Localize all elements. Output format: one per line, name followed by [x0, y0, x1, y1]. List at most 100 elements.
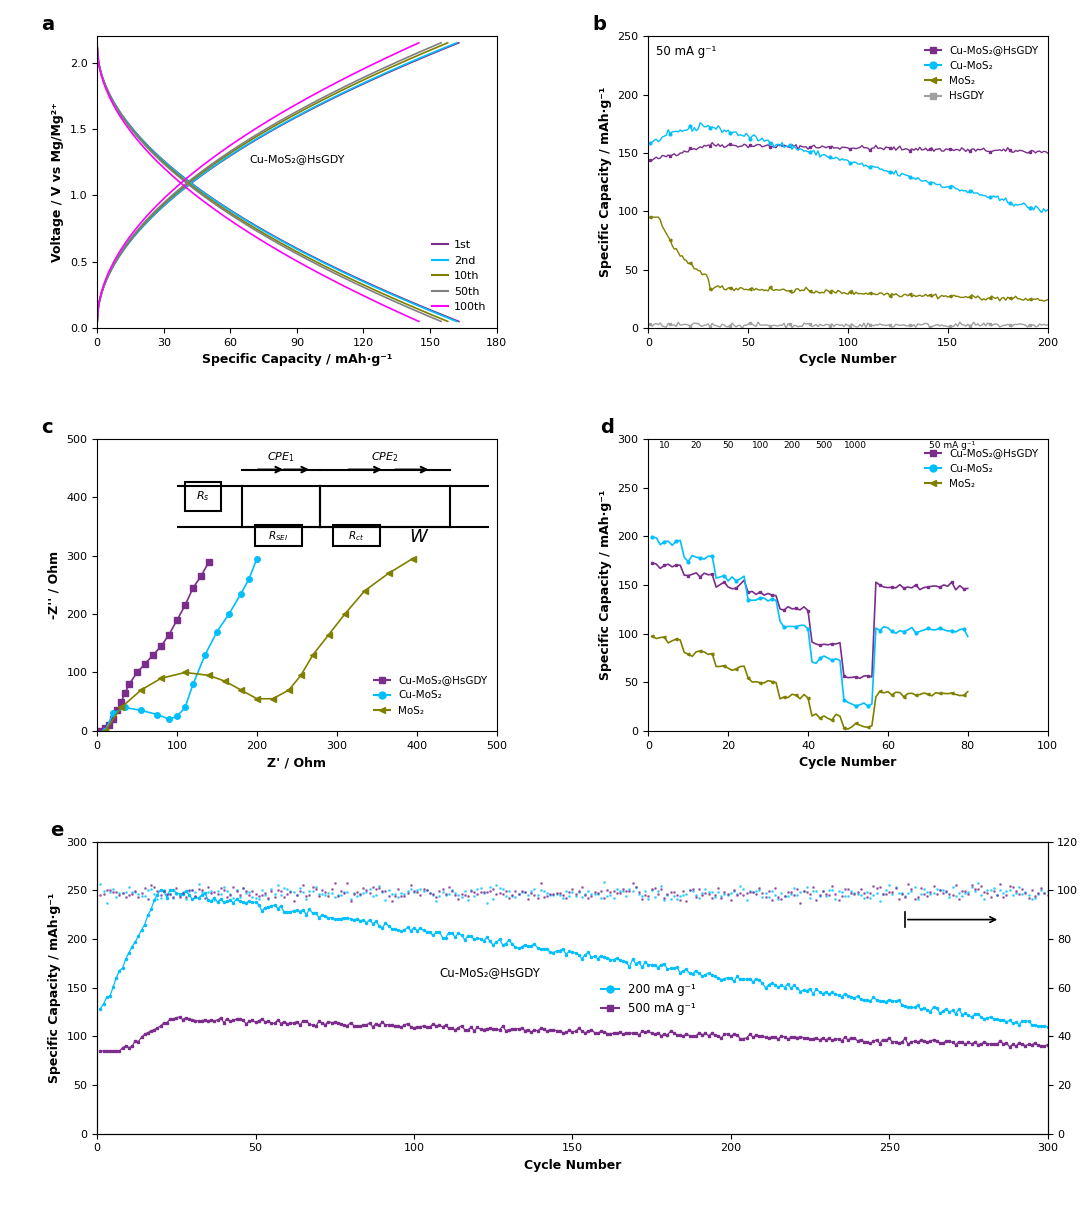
Point: [1001, 876, 1018, 895]
Point: [437, 885, 455, 904]
Point: [734, 885, 752, 904]
Point: [120, 877, 137, 896]
Point: [167, 885, 185, 904]
Point: [573, 878, 591, 897]
Point: [972, 877, 989, 896]
Point: [751, 880, 768, 900]
Point: [402, 876, 419, 895]
Point: [656, 890, 673, 909]
Point: [551, 883, 568, 902]
Point: [921, 883, 939, 902]
Point: [254, 885, 271, 904]
Point: [589, 884, 606, 903]
Point: [361, 879, 378, 898]
Point: [890, 889, 907, 908]
Point: [773, 883, 791, 902]
Text: 1000: 1000: [845, 441, 867, 450]
Point: [446, 885, 463, 904]
Point: [336, 883, 353, 902]
Point: [734, 879, 752, 898]
Point: [320, 886, 337, 906]
Point: [415, 879, 432, 898]
Point: [969, 873, 986, 892]
Point: [342, 891, 360, 911]
Point: [631, 883, 648, 902]
Point: [618, 882, 635, 901]
Point: [102, 883, 119, 902]
Point: [292, 878, 309, 897]
Point: [212, 878, 229, 897]
Point: [526, 886, 543, 906]
X-axis label: Specific Capacity / mAh·g⁻¹: Specific Capacity / mAh·g⁻¹: [202, 353, 392, 367]
Point: [1029, 883, 1047, 902]
Point: [700, 884, 717, 903]
Point: [621, 882, 638, 901]
Point: [339, 873, 356, 892]
Point: [161, 884, 178, 903]
Point: [256, 885, 273, 904]
Point: [859, 888, 876, 907]
Point: [161, 885, 178, 904]
Y-axis label: Specific Capacity / mAh·g⁻¹: Specific Capacity / mAh·g⁻¹: [599, 490, 612, 680]
Point: [1039, 882, 1056, 901]
Point: [726, 880, 743, 900]
Point: [167, 878, 185, 897]
Point: [231, 885, 248, 904]
Point: [934, 880, 951, 900]
Point: [808, 882, 825, 901]
Point: [465, 883, 483, 902]
Point: [646, 886, 663, 906]
Point: [839, 880, 856, 900]
Point: [494, 879, 511, 898]
Point: [665, 883, 683, 902]
Point: [519, 890, 537, 909]
Point: [288, 885, 306, 904]
Point: [113, 883, 131, 902]
Point: [193, 880, 211, 900]
Point: [357, 883, 375, 902]
Point: [399, 883, 416, 902]
Point: [729, 884, 746, 903]
Point: [649, 880, 666, 900]
Point: [615, 882, 632, 901]
Point: [639, 886, 657, 906]
Point: [975, 883, 993, 902]
Point: [310, 884, 327, 903]
Point: [336, 884, 353, 903]
Point: [453, 884, 470, 903]
Point: [779, 883, 796, 902]
Point: [826, 885, 843, 904]
Point: [954, 882, 971, 901]
Point: [113, 884, 131, 903]
Point: [339, 882, 356, 901]
Point: [821, 880, 838, 900]
Point: [212, 885, 229, 904]
Point: [988, 885, 1005, 904]
Point: [865, 877, 882, 896]
Point: [393, 884, 410, 903]
Point: [295, 883, 312, 902]
Point: [1026, 889, 1043, 908]
Point: [256, 883, 273, 902]
Point: [909, 888, 927, 907]
Point: [234, 878, 252, 897]
Point: [108, 882, 125, 901]
Point: [636, 882, 653, 901]
Point: [221, 884, 239, 903]
Point: [872, 891, 889, 911]
Point: [262, 882, 280, 901]
Point: [814, 882, 832, 901]
Point: [862, 883, 879, 902]
Point: [510, 884, 527, 903]
Point: [123, 884, 140, 903]
Point: [567, 886, 584, 906]
Point: [551, 885, 568, 904]
Point: [934, 883, 951, 902]
Point: [829, 891, 847, 911]
Point: [282, 880, 299, 900]
Point: [998, 885, 1015, 904]
Point: [754, 883, 771, 902]
Legend: Cu-MoS₂@HsGDY, Cu-MoS₂, MoS₂: Cu-MoS₂@HsGDY, Cu-MoS₂, MoS₂: [921, 444, 1042, 493]
Point: [583, 886, 600, 906]
Point: [462, 880, 480, 900]
